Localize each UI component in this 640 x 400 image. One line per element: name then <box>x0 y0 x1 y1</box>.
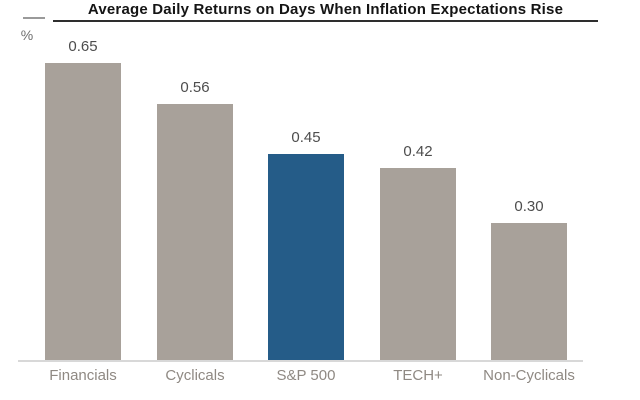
category-label-non-cyclicals: Non-Cyclicals <box>483 367 575 384</box>
value-label-financials: 0.65 <box>68 38 98 55</box>
chart-title: Average Daily Returns on Days When Infla… <box>87 1 564 18</box>
value-label-tech: 0.42 <box>403 143 433 160</box>
top-left-tick-line <box>23 17 45 19</box>
bar-financials <box>45 63 121 360</box>
category-label-s-p-500: S&P 500 <box>276 367 336 384</box>
y-axis-unit-label: % <box>20 27 34 43</box>
bar-tech <box>380 168 456 360</box>
bar-s-p-500 <box>268 154 344 360</box>
bar-cyclicals <box>157 104 233 360</box>
value-label-cyclicals: 0.56 <box>180 79 210 96</box>
chart-title-underline: Average Daily Returns on Days When Infla… <box>53 1 598 22</box>
value-label-s-p-500: 0.45 <box>291 129 321 146</box>
category-label-financials: Financials <box>49 367 117 384</box>
value-label-non-cyclicals: 0.30 <box>514 198 544 215</box>
x-axis-line <box>18 360 583 362</box>
category-label-tech: TECH+ <box>393 367 443 384</box>
bar-non-cyclicals <box>491 223 567 360</box>
category-label-cyclicals: Cyclicals <box>165 367 225 384</box>
